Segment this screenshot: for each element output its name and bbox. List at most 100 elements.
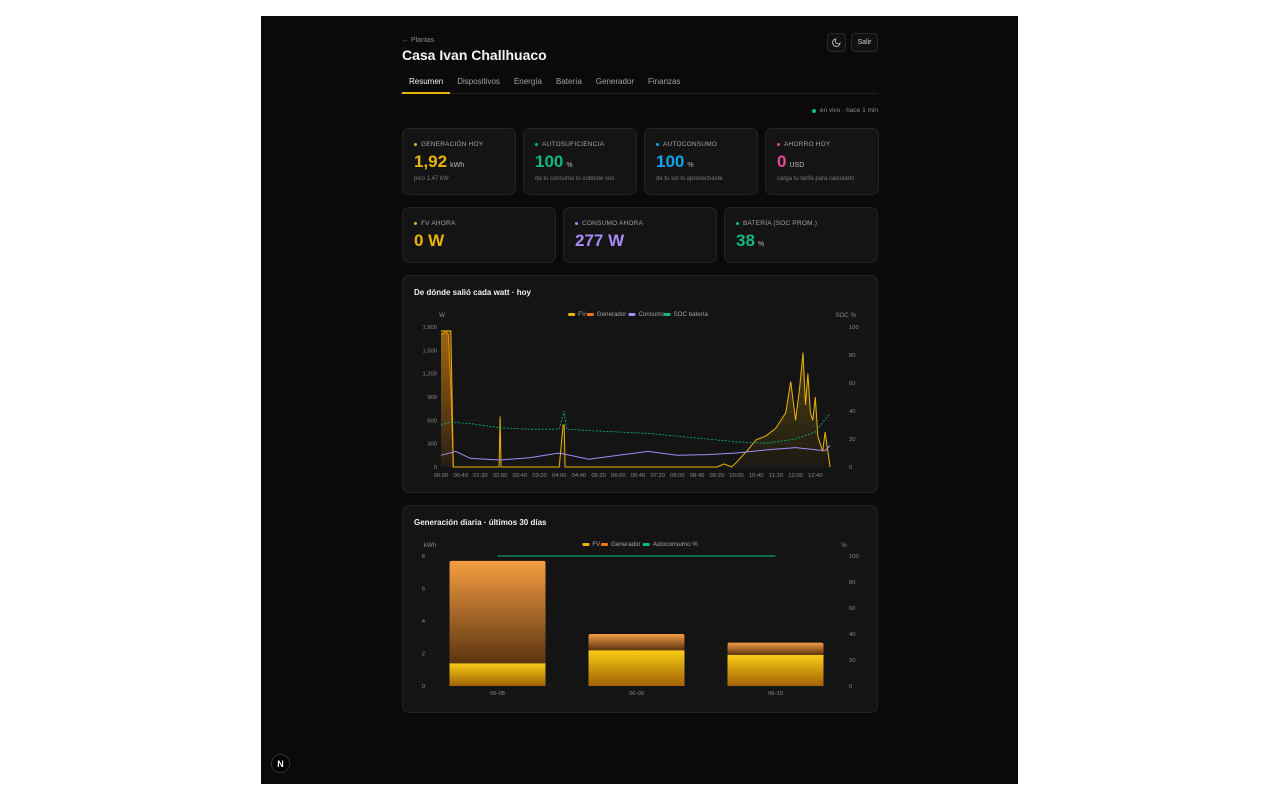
generador-bar [727, 642, 824, 655]
y-tick-label: 300 [427, 442, 437, 448]
y-tick-label: 6 [422, 587, 425, 593]
kpi-label-text: GENERACIÓN HOY [421, 141, 484, 148]
x-tick-label: 10:40 [749, 473, 764, 479]
y-axis-label: kWh [424, 542, 437, 549]
legend-label: FV [592, 541, 601, 548]
status-dot-icon [535, 143, 538, 146]
tab-dispositivos[interactable]: Dispositivos [457, 77, 500, 86]
kpi-number: 38 [736, 231, 755, 250]
legend-swatch [663, 313, 671, 316]
kpi-card: CONSUMO AHORA 277 W [563, 207, 717, 263]
kpi-label: GENERACIÓN HOY [414, 141, 483, 148]
tab-resumen[interactable]: Resumen [402, 73, 451, 94]
logout-button[interactable]: Salir [851, 33, 878, 52]
tab-finanzas[interactable]: Finanzas [648, 77, 681, 86]
x-tick-label: 06-10 [768, 691, 783, 697]
legend-swatch [568, 313, 576, 316]
kpi-label: CONSUMO AHORA [575, 220, 643, 227]
kpi-subtext: de tu consumo lo cubriste vos [535, 176, 615, 182]
y2-tick-label: 20 [849, 658, 855, 664]
kpi-label-text: FV AHORA [421, 220, 456, 227]
y2-tick-label: 80 [849, 580, 855, 586]
x-tick-label: 10:00 [729, 473, 744, 479]
kpi-value: 38% [736, 231, 764, 251]
app-window: ← Plantas Casa Ivan Challhuaco Salir Res… [261, 16, 1018, 784]
tab-energía[interactable]: Energía [513, 77, 542, 86]
kpi-number: 100 [656, 152, 685, 171]
y2-tick-label: 100 [849, 325, 859, 331]
kpi-label: BATERÍA (SOC PROM.) [736, 220, 817, 227]
fv-line [441, 330, 831, 468]
tab-batería[interactable]: Batería [555, 77, 582, 86]
x-tick-label: 04:40 [572, 473, 587, 479]
kpi-card: GENERACIÓN HOY 1,92 kWh pico 1,47 kW [402, 128, 516, 195]
x-tick-label: 00:40 [453, 473, 468, 479]
y-tick-label: 0 [422, 684, 425, 690]
kpi-value: 277 W [575, 231, 627, 251]
y-tick-label: 8 [422, 554, 425, 560]
y-tick-label: 2 [422, 652, 425, 658]
x-tick-label: 11:20 [769, 473, 783, 479]
legend-swatch [582, 543, 590, 546]
legend-label: Consumo [638, 311, 665, 318]
kpi-value: 100% [656, 152, 694, 172]
x-tick-label: 06-08 [490, 691, 505, 697]
live-status-text: en vivo · hace 1 min [819, 107, 878, 114]
legend-swatch [628, 313, 636, 316]
generador-bar [588, 634, 685, 651]
x-tick-label: 06:00 [611, 473, 626, 479]
kpi-card: AUTOCONSUMO 100% de tu sol lo aprovechaste [644, 128, 758, 195]
y2-tick-label: 60 [849, 606, 855, 612]
fv-bar [588, 650, 685, 686]
x-tick-label: 05:20 [591, 473, 606, 479]
status-dot-icon [656, 143, 659, 146]
kpi-unit: % [687, 162, 694, 169]
kpi-subtext: pico 1,47 kW [414, 176, 449, 182]
y-axis-label: W [439, 312, 445, 319]
y2-tick-label: 80 [849, 353, 855, 359]
power-flow-card: De dónde salió cada watt · hoy W SOC % FV G… [402, 275, 878, 493]
tab-generador[interactable]: Generador [595, 77, 635, 86]
kpi-unit: % [757, 241, 765, 248]
kpi-subtext: cargá tu tarifa para calcularlo [777, 176, 855, 182]
x-tick-label: 06:40 [631, 473, 646, 479]
kpi-value: 100% [535, 152, 573, 172]
back-link[interactable]: ← Plantas [402, 37, 435, 44]
x-tick-label: 06-09 [629, 691, 644, 697]
fv-bar [727, 654, 824, 686]
next-devtools-button[interactable]: N [271, 754, 290, 773]
y2-tick-label: 0 [849, 684, 852, 690]
kpi-value: 0 W [414, 231, 447, 251]
kpi-label-text: AUTOCONSUMO [663, 141, 718, 148]
x-tick-label: 03:20 [532, 473, 547, 479]
y-tick-label: 1,200 [422, 372, 437, 378]
y-tick-label: 4 [422, 619, 426, 625]
kpi-number: 0 W [414, 231, 445, 250]
kpi-label: AHORRO HOY [777, 141, 830, 148]
legend-swatch [642, 543, 650, 546]
x-tick-label: 07:20 [650, 473, 665, 479]
kpi-value: 1,92 kWh [414, 152, 464, 172]
x-tick-label: 00:00 [434, 473, 449, 479]
legend-label: Autoconsumo % [653, 541, 699, 548]
x-tick-label: 09:20 [710, 473, 725, 479]
kpi-label: AUTOSUFICIENCIA [535, 141, 604, 148]
theme-toggle-button[interactable] [827, 33, 846, 52]
consumo-line [440, 445, 831, 461]
x-tick-label: 04:00 [552, 473, 567, 479]
kpi-unit: % [566, 162, 573, 169]
kpi-value: 0 USD [777, 152, 804, 172]
kpi-number: 100 [535, 152, 564, 171]
legend-label: SOC batería [674, 311, 709, 318]
kpi-number: 277 W [575, 231, 625, 250]
y2-tick-label: 40 [849, 409, 855, 415]
moon-icon [832, 38, 841, 47]
x-tick-label: 08:00 [670, 473, 685, 479]
legend-swatch [586, 313, 594, 316]
daily-chart-title: Generación diaria · últimos 30 días [414, 518, 547, 527]
status-dot-icon [414, 143, 417, 146]
soc-line [440, 410, 831, 444]
legend-label: FV [578, 311, 587, 318]
legend-swatch [601, 543, 608, 546]
kpi-subtext: de tu sol lo aprovechaste [656, 176, 723, 182]
